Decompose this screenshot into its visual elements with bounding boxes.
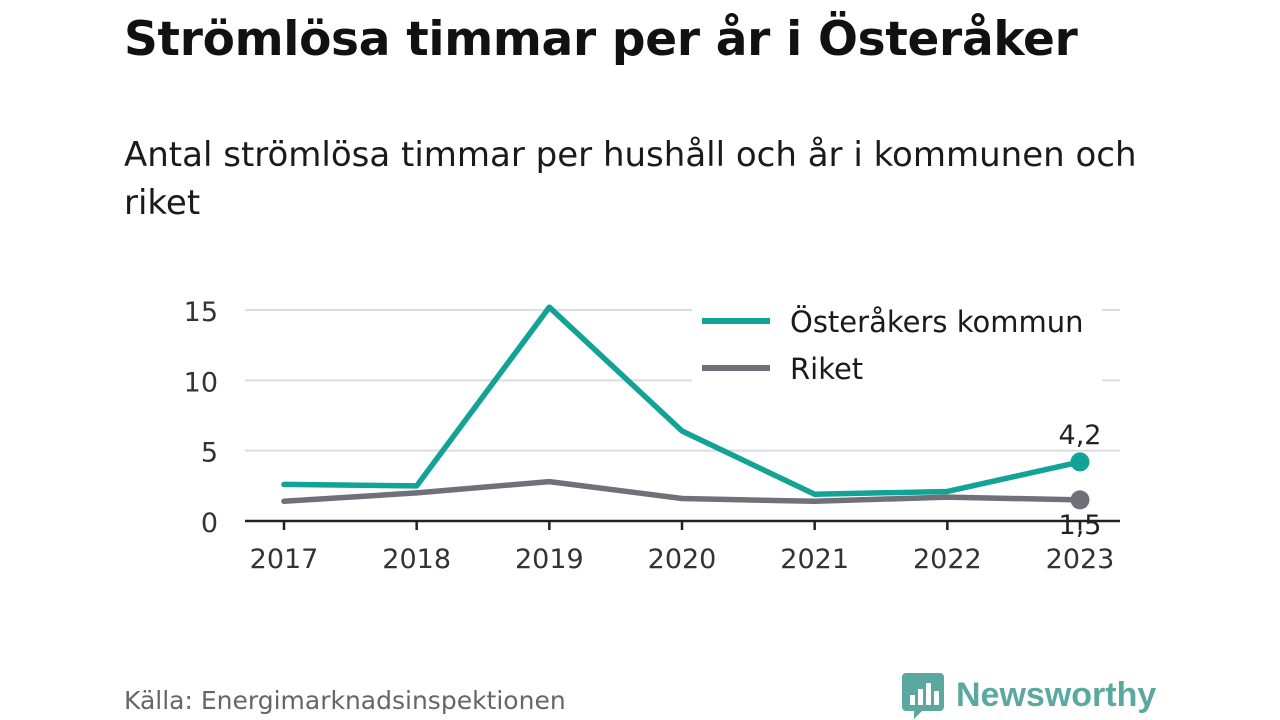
chart-title: Strömlösa timmar per år i Österåker: [124, 12, 1078, 67]
x-tick-label: 2020: [648, 544, 717, 575]
newsworthy-logo-icon: [902, 673, 944, 719]
legend-label-0: Österåkers kommun: [790, 305, 1083, 339]
end-value-label-1: 1,5: [1059, 510, 1102, 541]
chart-subtitle: Antal strömlösa timmar per hushåll och å…: [124, 135, 1137, 223]
brand-name: Newsworthy: [956, 675, 1157, 714]
y-tick-label: 0: [201, 508, 218, 539]
y-tick-label: 15: [184, 297, 218, 328]
series-line-1: [281, 478, 1083, 505]
brand-logo: Newsworthy: [902, 670, 1156, 720]
end-point-1: [1070, 490, 1090, 510]
x-tick-label: 2023: [1046, 544, 1115, 575]
x-tick-label: 2018: [382, 544, 451, 575]
y-tick-label: 10: [184, 367, 218, 398]
series-line-0: [281, 304, 1083, 498]
end-point-0: [1070, 452, 1090, 472]
x-tick-label: 2021: [780, 544, 849, 575]
x-tick-label: 2022: [913, 544, 982, 575]
x-tick-label: 2019: [515, 544, 584, 575]
x-tick-label: 2017: [250, 544, 319, 575]
y-tick-label: 5: [201, 438, 218, 469]
end-value-label-0: 4,2: [1059, 420, 1102, 451]
legend-label-1: Riket: [790, 352, 863, 386]
source-note: Källa: Energimarknadsinspektionen: [124, 686, 566, 715]
